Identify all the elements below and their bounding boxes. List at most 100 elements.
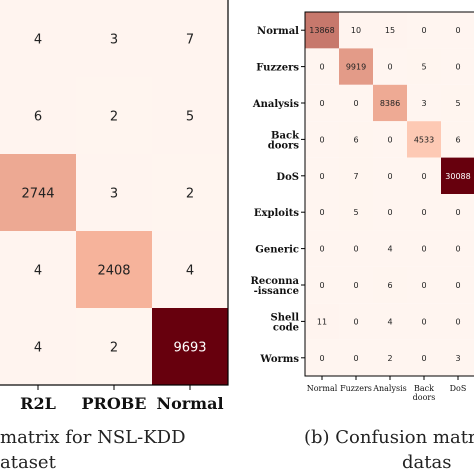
chart-b-cell-value: 0	[387, 208, 392, 217]
chart-b-cell	[441, 194, 474, 231]
chart-a-cell	[0, 154, 76, 231]
chart-a-cell-value: 4	[34, 264, 42, 279]
chart-b-y-label-analysis: Analysis	[252, 99, 300, 110]
chart-b-cell	[407, 303, 441, 340]
chart-a-cell-value: 3	[110, 187, 118, 202]
chart-b-cell-value: 0	[387, 135, 392, 144]
chart-b-cell	[305, 48, 339, 85]
chart-b-cell	[339, 194, 373, 231]
chart-b-cell-value: 0	[455, 63, 460, 72]
chart-b-y-label-fuzzers: Fuzzers	[256, 63, 299, 74]
chart-b-y-label-shell-code: Shell code	[271, 312, 300, 333]
chart-a-cell	[76, 231, 152, 308]
chart-b-cell	[373, 266, 407, 304]
chart-b-cell	[373, 157, 407, 194]
chart-b-cell	[305, 266, 339, 304]
chart-a-cell	[76, 0, 152, 77]
chart-a-cell-value: 4	[186, 264, 194, 279]
chart-b-cell-value: 0	[353, 317, 358, 326]
chart-b-cell-value: 0	[319, 99, 324, 108]
chart-b-cell-value: 0	[455, 281, 460, 290]
chart-b-cell	[305, 84, 339, 122]
chart-a-cell-value: 7	[186, 33, 194, 48]
chart-a-x-label-normal: Normal	[156, 394, 223, 413]
chart-b-cell	[407, 48, 441, 85]
chart-a-x-label-probe: PROBE	[82, 394, 147, 413]
chart-b-cell-value: 0	[353, 281, 358, 290]
chart-b-cell	[407, 230, 441, 267]
chart-b-cell	[305, 230, 339, 267]
caption-a-line1: matrix for NSL-KDD	[0, 427, 186, 448]
chart-a-cell	[152, 77, 228, 154]
chart-b-cell	[407, 266, 441, 304]
chart-b-cell-value: 7	[353, 172, 358, 181]
chart-b-y-label-dos: DoS	[276, 172, 299, 183]
chart-a-cell-value: 2408	[97, 264, 130, 279]
chart-b-cell	[305, 12, 339, 49]
chart-b-cell-value: 0	[319, 172, 324, 181]
chart-b-cell-value: 10	[351, 26, 361, 35]
chart-b-cell	[407, 121, 441, 158]
chart-b-cell	[441, 303, 474, 340]
chart-b-cell	[441, 230, 474, 267]
chart-b-cell-value: 0	[387, 172, 392, 181]
chart-b-cell	[407, 12, 441, 49]
chart-a-cell-value: 2	[110, 341, 118, 356]
chart-b-cell-value: 0	[421, 281, 426, 290]
chart-b-y-label-generic: Generic	[255, 245, 299, 256]
chart-b-cell-value: 0	[319, 354, 324, 363]
chart-b-cell	[441, 12, 474, 49]
chart-b-cell	[373, 194, 407, 231]
chart-b-cell	[373, 12, 407, 49]
chart-a-cell-value: 2	[186, 187, 194, 202]
chart-a-cell	[152, 0, 228, 77]
chart-a-cell-value: 5	[186, 110, 194, 125]
chart-b-cell	[339, 303, 373, 340]
chart-a-cell-value: 9693	[173, 341, 206, 356]
chart-b-cell-value: 5	[421, 63, 426, 72]
caption-b-line1: (b) Confusion matri	[304, 427, 474, 448]
chart-b-cell-value: 6	[387, 281, 392, 290]
chart-b-cell	[305, 194, 339, 231]
chart-b-cell	[305, 157, 339, 194]
chart-b-x-label-dos: DoS	[450, 384, 467, 393]
chart-b-cell	[339, 230, 373, 267]
chart-b-x-label-fuzzers: Fuzzers	[340, 384, 372, 393]
chart-b-cell	[407, 84, 441, 122]
chart-b-cell-value: 30088	[445, 172, 470, 181]
chart-a-cell-value: 3	[110, 33, 118, 48]
chart-b-cell	[339, 121, 373, 158]
chart-b-cell	[441, 339, 474, 376]
chart-b-cell-value: 4	[387, 317, 392, 326]
chart-a-cell	[76, 77, 152, 154]
chart-b-x-label-analysis: Analysis	[372, 384, 407, 393]
chart-b-cell	[441, 84, 474, 122]
chart-b-y-label-back-doors: Back doors	[268, 130, 300, 151]
chart-b-y-label-exploits: Exploits	[254, 208, 299, 219]
chart-b-cell-value: 0	[319, 63, 324, 72]
chart-b-cell	[373, 84, 407, 122]
chart-b-cell-value: 0	[353, 99, 358, 108]
chart-b-cell-value: 15	[385, 26, 395, 35]
chart-b-cell-value: 0	[455, 245, 460, 254]
chart-b-y-label-normal: Normal	[257, 26, 299, 37]
chart-b-cell-value: 0	[319, 208, 324, 217]
chart-b-cell-value: 0	[421, 354, 426, 363]
chart-b-cell	[373, 339, 407, 376]
chart-b-cell	[305, 303, 339, 340]
chart-b-cell-value: 4	[387, 245, 392, 254]
chart-b-cell	[441, 266, 474, 304]
chart-b-cell-value: 0	[421, 317, 426, 326]
chart-b-cell	[407, 157, 441, 194]
chart-b-cell-value: 13868	[309, 26, 334, 35]
chart-b-cell-value: 0	[319, 135, 324, 144]
chart-b-cell	[373, 303, 407, 340]
chart-b-cell	[373, 230, 407, 267]
chart-b-cell	[441, 48, 474, 85]
chart-b-x-label-normal: Normal	[307, 384, 338, 393]
chart-b-cell	[373, 48, 407, 85]
chart-b-cell-value: 0	[421, 172, 426, 181]
chart-b-y-label-worms: Worms	[259, 354, 299, 365]
chart-b-cell-value: 0	[455, 26, 460, 35]
chart-b-cell	[373, 121, 407, 158]
